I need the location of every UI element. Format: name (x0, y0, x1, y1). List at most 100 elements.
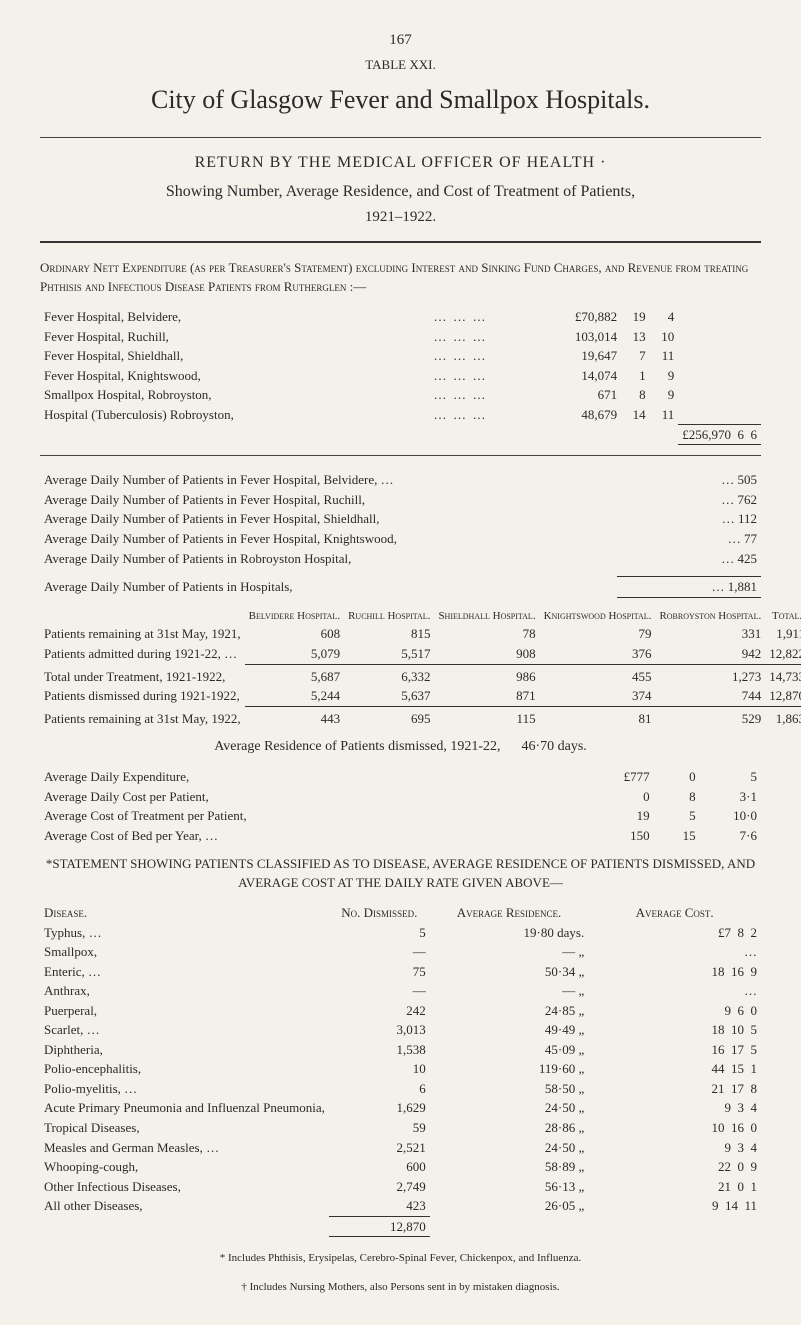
disease-row: Measles and German Measles, …2,52124·50 … (40, 1138, 761, 1158)
disease-col-head: Average Residence. (430, 903, 588, 923)
cost-s: 0 (654, 767, 700, 787)
disease-res: 119·60 „ (430, 1059, 588, 1079)
years: 1921–1922. (40, 207, 761, 227)
exp-s: 14 (621, 405, 650, 425)
exp-label: Fever Hospital, Ruchill, (40, 327, 429, 347)
disease-cost: £7 8 2 (588, 923, 761, 943)
disease-res: — „ (430, 942, 588, 962)
cost-d: 7·6 (700, 826, 761, 846)
exp-dots: … … … (429, 385, 535, 405)
hospital-col-head: Robroyston Hospital. (655, 608, 765, 625)
disease-no: 2,749 (329, 1177, 430, 1197)
disease-res: 19·80 days. (430, 923, 588, 943)
exp-l: £70,882 (536, 307, 621, 327)
avg-label: Average Daily Number of Patients in Feve… (40, 529, 617, 549)
disease-no: 6 (329, 1079, 430, 1099)
cost-table: Average Daily Expenditure,£77705Average … (40, 767, 761, 845)
disease-no: — (329, 981, 430, 1001)
disease-row: Acute Primary Pneumonia and Influenzal P… (40, 1098, 761, 1118)
hosp-val: 1,863 (765, 709, 801, 729)
exp-d: 4 (650, 307, 679, 327)
disease-row: Anthrax,—— „… (40, 981, 761, 1001)
hospital-table: Belvidere Hospital.Ruchill Hospital.Shie… (40, 608, 801, 729)
avg-val: … 425 (617, 549, 761, 569)
exp-dots: … … … (429, 405, 535, 425)
disease-no: 5 (329, 923, 430, 943)
cost-l: 19 (577, 806, 654, 826)
cost-label: Average Cost of Treatment per Patient, (40, 806, 577, 826)
disease-name: Anthrax, (40, 981, 329, 1001)
sub-line: Showing Number, Average Residence, and C… (40, 181, 761, 203)
cost-s: 8 (654, 787, 700, 807)
disease-name: Acute Primary Pneumonia and Influenzal P… (40, 1098, 329, 1118)
exp-total: £256,970 6 6 (678, 424, 761, 445)
hosp-val: 14,733 (765, 667, 801, 687)
disease-name: Other Infectious Diseases, (40, 1177, 329, 1197)
expenditure-row: Fever Hospital, Ruchill,… … …103,0141310 (40, 327, 761, 347)
cost-label: Average Daily Cost per Patient, (40, 787, 577, 807)
disease-row: Typhus, …519·80 days. £7 8 2 (40, 923, 761, 943)
disease-row: Polio-myelitis, …658·50 „ 21 17 8 (40, 1079, 761, 1099)
exp-dots: … … … (429, 307, 535, 327)
cost-d: 3·1 (700, 787, 761, 807)
disease-total-rule: 12,870 (40, 1216, 761, 1237)
hosp-val: 12,822 (765, 644, 801, 664)
disease-cost: 10 16 0 (588, 1118, 761, 1138)
disease-no: 600 (329, 1157, 430, 1177)
disease-row: All other Diseases,42326·05 „ 9 14 11 (40, 1196, 761, 1216)
expenditure-row: Fever Hospital, Shieldhall,… … …19,64771… (40, 346, 761, 366)
disease-col-head: Average Cost. (588, 903, 761, 923)
exp-s: 8 (621, 385, 650, 405)
disease-row: Puerperal,24224·85 „ 9 6 0 (40, 1001, 761, 1021)
expenditure-row: Hospital (Tuberculosis) Robroyston,… … …… (40, 405, 761, 425)
disease-name: Puerperal, (40, 1001, 329, 1021)
cost-row: Average Cost of Bed per Year, …150157·6 (40, 826, 761, 846)
exp-label: Fever Hospital, Shieldhall, (40, 346, 429, 366)
avg-label: Average Daily Number of Patients in Feve… (40, 509, 617, 529)
disease-cost: 44 15 1 (588, 1059, 761, 1079)
hospital-col-head: Shieldhall Hospital. (434, 608, 539, 625)
disease-cost: 9 3 4 (588, 1098, 761, 1118)
avg-val: … 505 (617, 470, 761, 490)
disease-row: Whooping-cough,60058·89 „ 22 0 9 (40, 1157, 761, 1177)
hosp-label: Patients dismissed during 1921-1922, (40, 686, 245, 706)
exp-d: 11 (650, 405, 679, 425)
expenditure-row: Smallpox Hospital, Robroyston,… … …67189 (40, 385, 761, 405)
return-title: RETURN BY THE MEDICAL OFFICER OF HEALTH … (40, 152, 761, 174)
hosp-val: 5,517 (344, 644, 434, 664)
disease-cost: 9 6 0 (588, 1001, 761, 1021)
disease-res: 58·89 „ (430, 1157, 588, 1177)
exp-label: Fever Hospital, Belvidere, (40, 307, 429, 327)
exp-label: Fever Hospital, Knightswood, (40, 366, 429, 386)
avg-res-row: Average Residence of Patients dismissed,… (40, 738, 761, 757)
avg-daily-row: Average Daily Number of Patients in Robr… (40, 549, 761, 569)
disease-name: Polio-myelitis, … (40, 1079, 329, 1099)
hospital-col-head: Belvidere Hospital. (245, 608, 344, 625)
avg-daily-row: Average Daily Number of Patients in Feve… (40, 529, 761, 549)
disease-name: Measles and German Measles, … (40, 1138, 329, 1158)
disease-res: 28·86 „ (430, 1118, 588, 1138)
cost-row: Average Daily Cost per Patient,083·1 (40, 787, 761, 807)
avg-res-val: 46·70 days. (521, 739, 586, 754)
exp-dots: … … … (429, 346, 535, 366)
avg-val: … 112 (617, 509, 761, 529)
hosp-val: 986 (434, 667, 539, 687)
disease-name: All other Diseases, (40, 1196, 329, 1216)
avg-total-label: Average Daily Number of Patients in Hosp… (40, 577, 617, 598)
avg-daily-row: Average Daily Number of Patients in Feve… (40, 490, 761, 510)
disease-cost: 21 0 1 (588, 1177, 761, 1197)
hosp-val: 5,687 (245, 667, 344, 687)
cost-l: 150 (577, 826, 654, 846)
hospital-row: Patients dismissed during 1921-1922,5,24… (40, 686, 801, 706)
disease-no: 2,521 (329, 1138, 430, 1158)
exp-l: 48,679 (536, 405, 621, 425)
avg-daily-row: Average Daily Number of Patients in Feve… (40, 509, 761, 529)
disease-row: Scarlet, …3,01349·49 „ 18 10 5 (40, 1020, 761, 1040)
exp-l: 14,074 (536, 366, 621, 386)
disease-cost: 22 0 9 (588, 1157, 761, 1177)
avg-total-val: … 1,881 (617, 577, 761, 598)
disease-row: Diphtheria,1,53845·09 „ 16 17 5 (40, 1040, 761, 1060)
hosp-label: Patients remaining at 31st May, 1921, (40, 624, 245, 644)
disease-cost: … (588, 942, 761, 962)
expenditure-total-row: £256,970 6 6 (40, 424, 761, 445)
